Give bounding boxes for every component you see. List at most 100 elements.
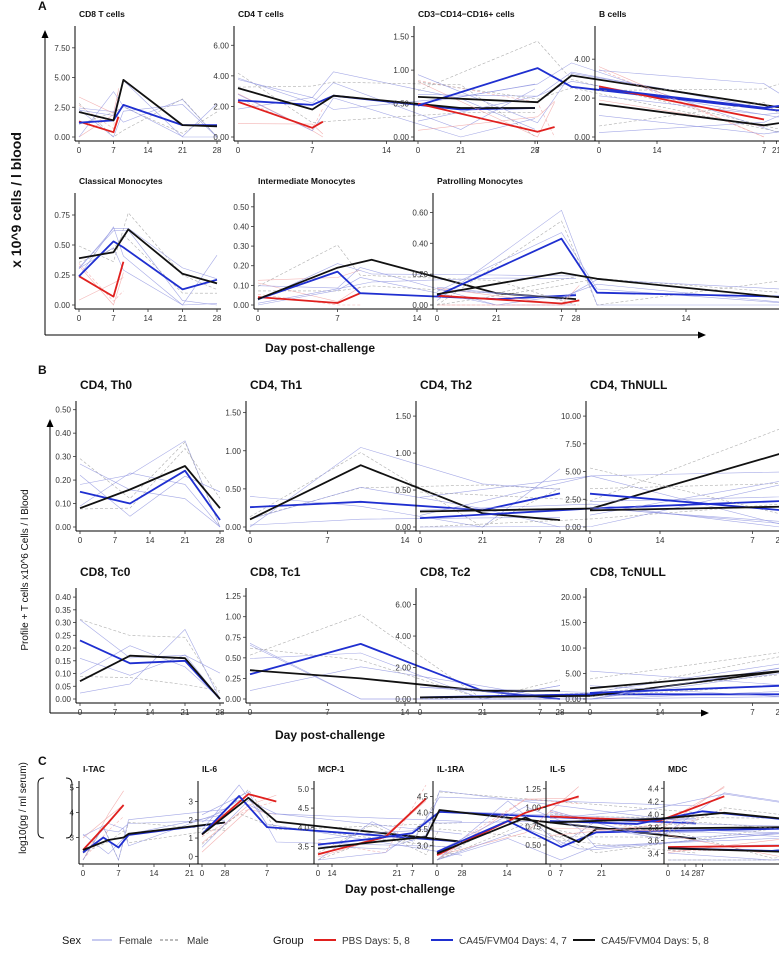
series-line-ca58 xyxy=(79,465,221,510)
individual-trace xyxy=(201,813,463,850)
individual-trace xyxy=(78,88,119,130)
y-tick-label: 0.10 xyxy=(55,500,71,509)
series-line-ca47 xyxy=(417,67,779,112)
x-tick-label: 21 xyxy=(478,708,487,717)
x-tick-label: 28 xyxy=(556,536,565,545)
legend-male-label: Male xyxy=(187,936,209,947)
y-tick-label: 0.50 xyxy=(54,241,70,250)
series-line-pbs xyxy=(257,292,361,304)
y-tick-label: 0.20 xyxy=(55,476,71,485)
x-tick-label: 7 xyxy=(559,869,564,878)
x-tick-label: 0 xyxy=(435,869,440,878)
individual-trace xyxy=(78,263,124,302)
individual-trace xyxy=(79,619,221,674)
individual-trace xyxy=(317,810,697,841)
individual-trace xyxy=(436,806,779,852)
series-line-ca58 xyxy=(598,103,779,127)
individual-trace xyxy=(417,73,779,124)
x-tick-label: 0 xyxy=(548,869,553,878)
panel-title: Patrolling Monocytes xyxy=(437,176,523,186)
section-b-panel-cd4-th2: CD4, Th2 0.00 0.50 1.00 1.50 0 7 14 21 28 xyxy=(395,378,779,545)
y-tick-label: 1 xyxy=(189,834,194,843)
x-tick-label: 14 xyxy=(150,869,159,878)
x-tick-label: 0 xyxy=(435,314,440,323)
individual-trace xyxy=(257,294,361,306)
y-tick-label: 6.00 xyxy=(395,601,411,610)
y-tick-label: 0.35 xyxy=(55,606,71,615)
individual-trace xyxy=(667,832,779,839)
section-c-unit-brace xyxy=(37,777,73,839)
x-tick-label: 21 xyxy=(478,536,487,545)
legend-sex-title: Sex xyxy=(62,935,81,947)
y-tick-label: 0.30 xyxy=(55,619,71,628)
series-line-ca58 xyxy=(419,670,779,699)
individual-trace xyxy=(79,676,221,691)
individual-trace xyxy=(419,428,779,501)
x-tick-label: 28 xyxy=(572,314,581,323)
y-tick-label: 3.0 xyxy=(417,841,429,850)
x-tick-label: 7 xyxy=(113,708,118,717)
section-c-y-label: log10(pg / ml serum) xyxy=(18,762,29,854)
section-b-y-label: Profile + T cells x10^6 Cells / l Blood xyxy=(20,489,31,650)
individual-trace xyxy=(257,277,577,304)
y-tick-label: 0.20 xyxy=(55,644,71,653)
x-tick-label: 21 xyxy=(597,869,606,878)
series-line-ca58 xyxy=(549,811,779,824)
x-tick-label: 7 xyxy=(750,708,755,717)
individual-trace xyxy=(417,62,779,133)
x-tick-label: 7 xyxy=(535,146,540,155)
individual-trace xyxy=(417,80,779,122)
individual-trace xyxy=(589,481,779,516)
section-b-panel-cd8-tcnull: CD8, TcNULL 0.00 5.00 10.00 15.00 20.00 0 7 14 21… xyxy=(561,565,779,717)
series-line-ca47 xyxy=(589,684,779,694)
y-tick-label: 4.5 xyxy=(417,792,429,801)
y-tick-label: 4.4 xyxy=(648,784,660,793)
individual-trace xyxy=(249,468,561,528)
y-tick-label: 3.6 xyxy=(648,836,660,845)
series-line-ca58 xyxy=(201,796,463,843)
individual-trace xyxy=(78,265,124,306)
y-tick-label: 4.0 xyxy=(417,809,429,818)
x-tick-label: 21 xyxy=(492,314,501,323)
individual-trace xyxy=(549,813,779,829)
series-line-ca58 xyxy=(79,654,221,700)
individual-trace xyxy=(249,486,561,528)
section-b-x-label: Day post-challenge xyxy=(275,728,385,742)
individual-trace xyxy=(436,797,579,861)
individual-trace xyxy=(237,77,536,130)
individual-trace xyxy=(589,696,779,700)
individual-trace xyxy=(257,263,577,301)
series-line-ca58 xyxy=(317,809,697,850)
individual-trace xyxy=(237,81,536,137)
section-b-panel-cd8-tc0: CD8, Tc0 0.00 0.05 0.10 0.15 0.20 0.25 0.30 0.35… xyxy=(55,565,225,717)
series-line-ca58 xyxy=(417,74,779,108)
x-tick-label: 7 xyxy=(335,314,340,323)
individual-trace xyxy=(257,276,577,294)
y-tick-label: 0.40 xyxy=(233,222,249,231)
y-tick-label: 0.00 xyxy=(412,301,428,310)
y-tick-label: 1.00 xyxy=(395,449,411,458)
series-line-ca58 xyxy=(82,821,226,851)
individual-trace xyxy=(549,787,725,836)
series-line-ca58 xyxy=(419,453,779,513)
individual-trace xyxy=(79,441,221,528)
x-tick-label: 14 xyxy=(653,146,662,155)
y-tick-label: 0.50 xyxy=(55,406,71,415)
x-tick-label: 21 xyxy=(776,708,779,717)
x-tick-label: 28 xyxy=(213,314,222,323)
section-a-y-label-text: x 10^9 cells / l blood xyxy=(8,132,24,268)
individual-trace xyxy=(201,809,277,853)
individual-trace xyxy=(82,790,124,861)
series-line-pbs xyxy=(237,100,324,129)
x-tick-label: 7 xyxy=(111,146,116,155)
individual-trace xyxy=(667,834,779,857)
x-tick-label: 14 xyxy=(681,869,690,878)
individual-trace xyxy=(79,619,221,694)
individual-trace xyxy=(419,471,779,498)
series-line-ca58 xyxy=(589,505,779,512)
panel-title: Classical Monocytes xyxy=(79,176,163,186)
y-tick-label: 7.50 xyxy=(565,440,581,449)
individual-trace xyxy=(201,800,277,837)
x-tick-label: 14 xyxy=(144,146,153,155)
